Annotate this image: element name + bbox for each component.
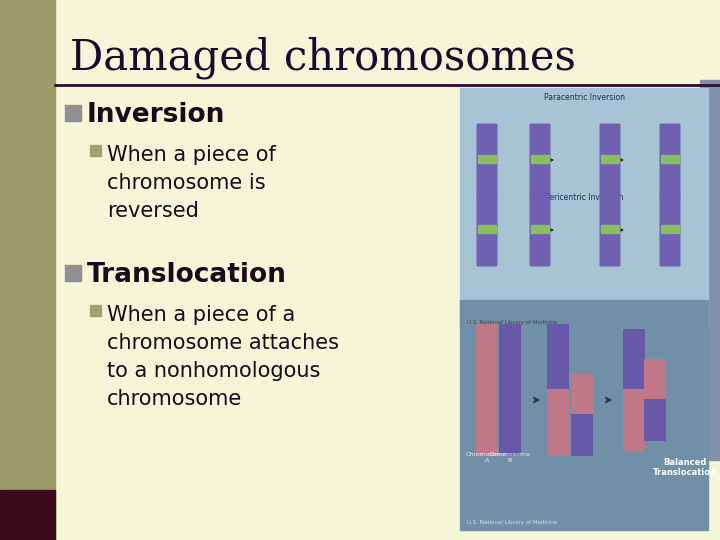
FancyBboxPatch shape — [547, 389, 569, 456]
Bar — [90, 145, 101, 156]
Bar — [90, 305, 101, 316]
Bar — [661, 225, 679, 233]
Text: Inversion: Inversion — [87, 102, 225, 128]
Bar — [478, 155, 496, 163]
FancyBboxPatch shape — [477, 124, 498, 197]
FancyBboxPatch shape — [476, 324, 498, 391]
Bar — [531, 225, 549, 233]
Bar — [478, 225, 496, 233]
Bar — [460, 88, 708, 328]
Bar — [65, 265, 81, 281]
FancyBboxPatch shape — [644, 359, 666, 401]
Text: When a piece of a
chromosome attaches
to a nonhomologous
chromosome: When a piece of a chromosome attaches to… — [107, 305, 339, 409]
Text: Paracentric Inversion: Paracentric Inversion — [544, 93, 624, 102]
Bar — [0, 490, 55, 540]
Bar — [460, 300, 708, 530]
Text: Translocation: Translocation — [87, 262, 287, 288]
Text: Damaged chromosomes: Damaged chromosomes — [70, 37, 576, 79]
FancyBboxPatch shape — [476, 389, 498, 456]
FancyBboxPatch shape — [499, 389, 521, 456]
FancyBboxPatch shape — [623, 329, 645, 391]
FancyBboxPatch shape — [660, 193, 680, 267]
Text: Pericentric Inversion: Pericentric Inversion — [545, 193, 624, 202]
FancyBboxPatch shape — [660, 124, 680, 197]
Text: When a piece of
chromosome is
reversed: When a piece of chromosome is reversed — [107, 145, 276, 221]
FancyBboxPatch shape — [644, 399, 666, 441]
FancyBboxPatch shape — [571, 374, 593, 416]
FancyBboxPatch shape — [600, 193, 621, 267]
FancyBboxPatch shape — [623, 389, 645, 451]
Bar — [661, 155, 679, 163]
Bar — [601, 225, 619, 233]
Text: U.S. National Library of Medicine: U.S. National Library of Medicine — [467, 520, 557, 525]
Text: Chromosome
B: Chromosome B — [489, 452, 531, 463]
FancyBboxPatch shape — [571, 414, 593, 456]
FancyBboxPatch shape — [529, 193, 551, 267]
FancyBboxPatch shape — [499, 324, 521, 391]
Bar — [531, 155, 549, 163]
Bar — [601, 155, 619, 163]
Bar — [65, 105, 81, 121]
FancyBboxPatch shape — [477, 193, 498, 267]
FancyBboxPatch shape — [547, 324, 569, 391]
FancyBboxPatch shape — [529, 124, 551, 197]
Text: U.S. National Library of Medicine: U.S. National Library of Medicine — [467, 320, 557, 325]
Text: Balanced
Translocation: Balanced Translocation — [653, 457, 717, 477]
FancyBboxPatch shape — [600, 124, 621, 197]
Bar — [700, 80, 720, 460]
Bar — [0, 0, 55, 540]
Text: Chromosome
A: Chromosome A — [466, 452, 508, 463]
